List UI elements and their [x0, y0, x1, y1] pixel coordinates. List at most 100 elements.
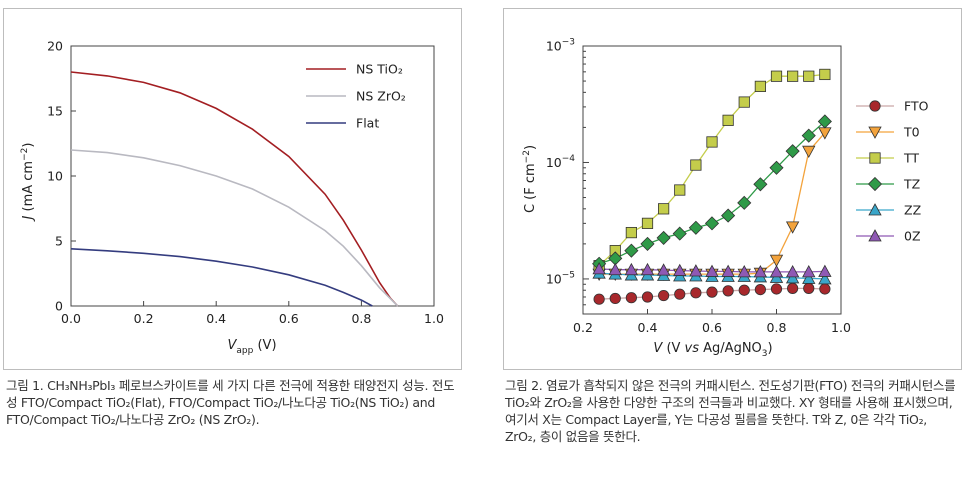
data-point-fto: [690, 287, 702, 299]
y-tick-label: 5: [55, 234, 63, 249]
y-tick-label: 20: [47, 39, 63, 54]
data-point-0z: [705, 264, 719, 277]
data-point-0z: [656, 263, 671, 276]
data-point-tt: [787, 70, 799, 82]
data-point-fto: [803, 282, 815, 294]
data-point-fto: [770, 283, 783, 295]
data-point-t0: [802, 145, 816, 159]
capacitance-chart: 0.2 0.4 0.6 0.8 1.0 10−5 10−4 10−3 FTO T0 TT TZ ZZ 0…: [522, 38, 929, 360]
data-point-tz: [785, 144, 800, 159]
legend-marker: [868, 229, 882, 242]
x-tick-label: 0.6: [702, 320, 722, 335]
data-point-0z: [624, 262, 639, 276]
data-point-zz: [818, 272, 832, 285]
data-point-tz: [672, 226, 687, 241]
data-point-tt: [690, 159, 702, 171]
legend-label: ZZ: [904, 203, 921, 218]
series-line-nstio: [70, 71, 399, 307]
data-point-tz: [817, 114, 832, 129]
data-point-fto: [641, 291, 654, 303]
y-axis-label: J (mA cm−2): [20, 143, 36, 223]
x-axis-label: V (V vs Ag/AgNO3): [653, 341, 772, 359]
legend-label: T0: [903, 125, 920, 140]
data-point-tt: [641, 217, 654, 229]
data-point-tz: [769, 160, 784, 175]
x-tick-label: 0.0: [61, 311, 81, 326]
data-point-0z: [802, 265, 816, 278]
data-point-tz: [656, 230, 671, 245]
legend-marker: [867, 176, 883, 192]
x-tick-label: 0.8: [351, 311, 371, 326]
data-point-tt: [754, 80, 766, 92]
y-tick-label: 15: [47, 104, 63, 119]
x-tick-label: 1.0: [424, 311, 444, 326]
data-point-tt: [722, 114, 734, 126]
y-tick-label: 10: [47, 169, 63, 184]
y-tick-label: 0: [55, 299, 63, 314]
legend-marker: [869, 100, 881, 112]
data-point-tz: [624, 243, 639, 258]
x-tick-label: 0.2: [573, 320, 593, 335]
data-point-tz: [704, 216, 720, 231]
data-point-tz: [688, 220, 703, 235]
data-point-fto: [609, 292, 621, 305]
data-point-tt: [658, 203, 670, 215]
data-point-tt: [674, 184, 686, 196]
data-point-tt: [819, 68, 831, 81]
data-point-0z: [769, 265, 784, 278]
data-point-fto: [674, 288, 686, 300]
data-point-0z: [673, 263, 687, 276]
legend-marker: [868, 126, 882, 139]
data-point-t0: [769, 254, 784, 267]
data-point-tt: [770, 70, 783, 82]
data-point-0z: [785, 265, 800, 278]
x-tick-label: 0.8: [767, 320, 787, 335]
data-point-0z: [592, 262, 606, 275]
data-point-fto: [819, 283, 831, 295]
data-point-tt: [625, 226, 637, 239]
jv-chart-panel: 0.0 0.2 0.4 0.6 0.8 1.0 0 5 10 15 20 NS TiO₂ NS ZrO…: [3, 8, 462, 370]
data-point-tt: [706, 136, 718, 148]
figure-2-caption: 그림 2. 염료가 흡착되지 않은 전극의 커패시턴스. 전도성기판(FTO) …: [505, 378, 956, 444]
data-point-fto: [738, 284, 750, 296]
data-point-tz: [737, 195, 752, 210]
legend-marker: [869, 152, 881, 164]
legend-label: Flat: [356, 116, 379, 131]
data-point-zz: [785, 271, 800, 284]
data-point-fto: [658, 289, 670, 302]
data-point-0z: [737, 265, 751, 278]
x-tick-label: 0.4: [638, 320, 658, 335]
y-tick-label: 10−5: [546, 270, 575, 286]
legend-label: 0Z: [904, 229, 921, 244]
figure-1-caption: 그림 1. CH₃NH₃PbI₃ 페로브스카이트를 세 가지 다른 전극에 적용…: [6, 378, 455, 427]
legend-label: TT: [903, 151, 919, 166]
data-point-fto: [625, 292, 637, 304]
data-point-0z: [753, 265, 768, 278]
legend-label: NS TiO₂: [356, 62, 403, 77]
data-point-tt: [738, 96, 750, 108]
x-tick-label: 0.2: [134, 311, 154, 326]
data-point-fto: [787, 282, 799, 294]
data-point-fto: [754, 283, 766, 296]
x-axis-label: Vapp (V): [227, 338, 276, 356]
data-point-0z: [818, 264, 832, 277]
data-point-tz: [801, 128, 816, 143]
data-point-fto: [593, 293, 605, 305]
data-point-tz: [753, 177, 768, 192]
legend-marker: [868, 203, 882, 216]
data-point-zz: [802, 271, 816, 284]
legend-label: NS ZrO₂: [356, 89, 406, 104]
data-point-0z: [640, 262, 655, 276]
series-line-flat: [70, 248, 373, 307]
data-point-0z: [721, 264, 735, 277]
data-point-tz: [640, 236, 655, 251]
y-tick-label: 10−3: [546, 38, 575, 54]
x-tick-label: 0.4: [206, 311, 226, 326]
data-point-fto: [706, 286, 718, 298]
data-point-0z: [689, 264, 703, 277]
data-point-0z: [608, 262, 622, 276]
data-point-fto: [722, 285, 734, 297]
data-point-tt: [803, 70, 815, 82]
data-point-t0: [785, 221, 800, 234]
legend-label: FTO: [904, 99, 929, 114]
